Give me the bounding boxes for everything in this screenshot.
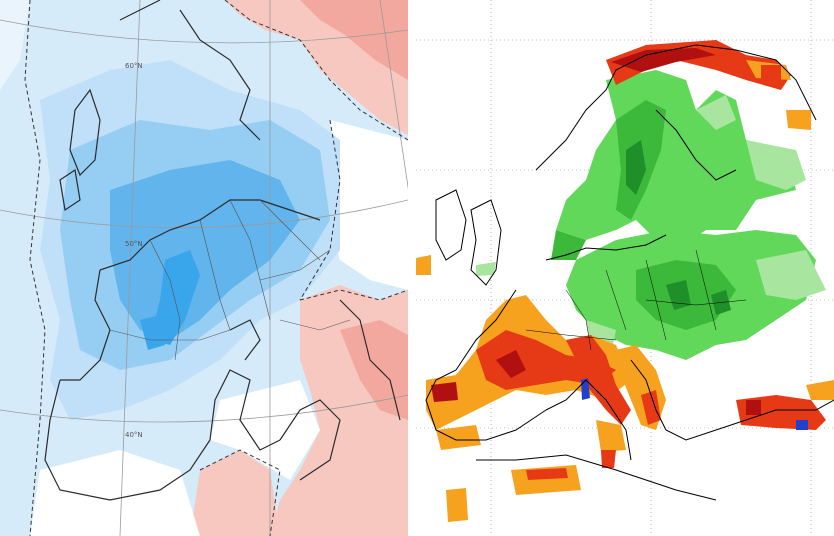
right-map-canvas <box>416 0 834 536</box>
cool-strong-field <box>110 160 300 340</box>
dry-region-italy <box>566 335 631 468</box>
neutral-area-east <box>330 120 408 290</box>
lat-label-50: 50°N <box>125 240 143 248</box>
dry-region-north <box>606 40 811 130</box>
lat-label-60: 60°N <box>125 62 143 70</box>
warm-area-southwest <box>190 450 280 536</box>
coastlines <box>44 0 401 501</box>
cool-core-field-west <box>140 315 165 350</box>
borders <box>109 199 351 361</box>
warm-area-northeast-core <box>300 0 408 80</box>
left-anomaly-map: 60°N 50°N 40°N <box>0 0 408 536</box>
coastlines <box>425 44 834 501</box>
right-grid-map <box>416 0 834 536</box>
cool-core-field <box>150 250 200 345</box>
borders <box>525 249 747 351</box>
neutral-area-south <box>210 380 320 480</box>
wet-region-scandinavia <box>551 70 806 260</box>
warm-area-west <box>0 0 30 90</box>
dry-region-southwest <box>416 255 631 450</box>
graticule <box>0 0 408 536</box>
wet-region-central <box>476 230 826 360</box>
dashed-contours <box>24 0 408 536</box>
dry-region-balkans-greece <box>616 345 834 430</box>
neutral-area-southwest <box>30 450 200 536</box>
lat-label-40: 40°N <box>125 431 143 439</box>
left-map-canvas: 60°N 50°N 40°N <box>0 0 408 536</box>
graticule-labels: 60°N 50°N 40°N <box>125 62 143 439</box>
warm-area-southeast-core <box>340 320 408 420</box>
dry-region-africa <box>446 465 581 522</box>
